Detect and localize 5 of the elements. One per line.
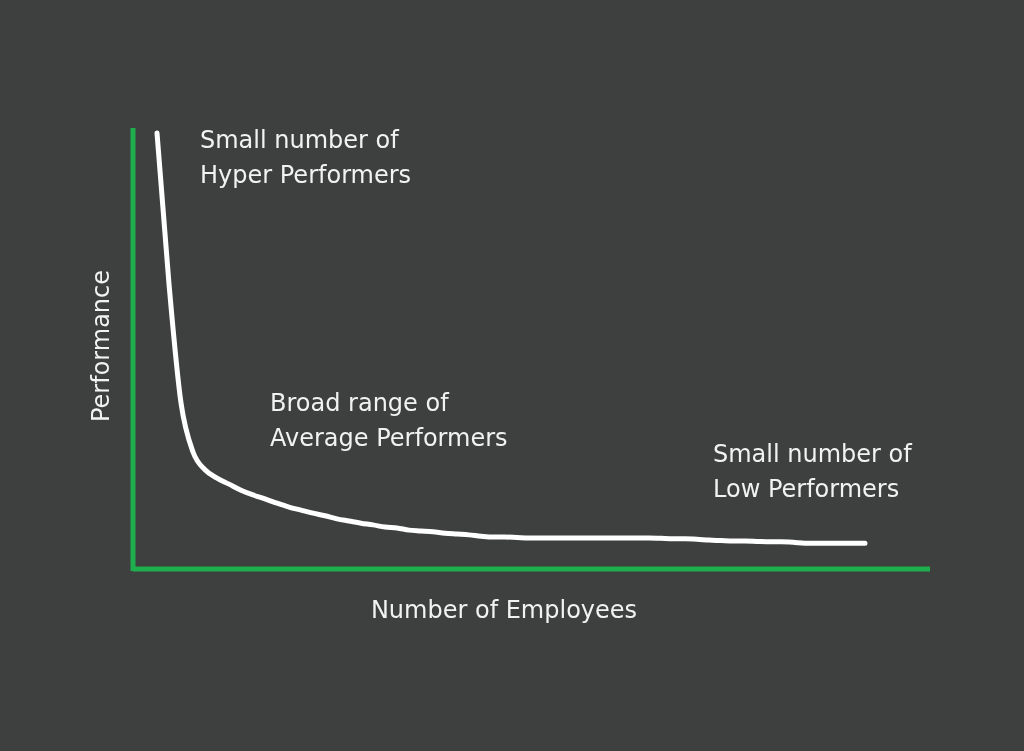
annotation: Small number of Hyper Performers [200,126,412,189]
x-axis-title: Number of Employees [370,596,638,624]
annotation: Small number of Low Performers [713,440,913,503]
y-axis-title: Performance [87,269,115,423]
annotation: Broad range of Average Performers [270,389,508,452]
